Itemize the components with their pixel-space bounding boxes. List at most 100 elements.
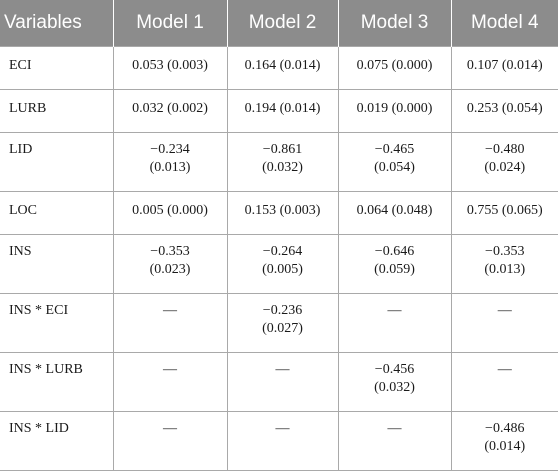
model-1-cell: −0.353 (0.023) <box>112 234 228 294</box>
model-4-cell: 0.107 (0.014) <box>450 46 558 90</box>
standard-error-value: (0.013) <box>484 262 526 277</box>
coefficient-value: 0.005 (0.000) <box>132 203 208 218</box>
standard-error-value: (0.005) <box>262 262 303 277</box>
coefficient-value: −0.353 <box>485 244 525 259</box>
table-header: Variables Model 1 Model 2 Model 3 Model … <box>0 0 558 47</box>
model-3-cell: 0.075 (0.000) <box>337 46 452 90</box>
variable-name: INS <box>0 234 114 294</box>
coefficient-value: 0.164 (0.014) <box>244 58 321 73</box>
empty-dash: — <box>387 303 402 318</box>
variable-name: LID <box>0 132 114 192</box>
model-3-cell: 0.019 (0.000) <box>337 89 452 133</box>
table-row: ECI 0.053 (0.003) 0.164 (0.014) 0.075 (0… <box>0 46 558 90</box>
coefficient-value: −0.486 <box>485 421 525 436</box>
model-2-cell: −0.236 (0.027) <box>226 293 339 353</box>
coefficient-value: −0.456 <box>374 362 415 377</box>
model-1-cell: 0.032 (0.002) <box>112 89 228 133</box>
standard-error-value: (0.054) <box>374 160 415 175</box>
header-row: Variables Model 1 Model 2 Model 3 Model … <box>0 0 558 47</box>
coefficient-value: −0.861 <box>262 142 303 157</box>
model-4-cell: −0.353 (0.013) <box>450 234 558 294</box>
model-1-cell: −0.234 (0.013) <box>112 132 228 192</box>
coefficient-value: 0.064 (0.048) <box>356 203 433 218</box>
header-variables: Variables <box>0 0 113 47</box>
coefficient-value: 0.194 (0.014) <box>244 101 321 116</box>
coefficient-value: −0.480 <box>485 142 525 157</box>
coefficient-value: −0.264 <box>262 244 303 259</box>
empty-dash: — <box>163 303 177 318</box>
model-2-cell: 0.153 (0.003) <box>226 191 339 235</box>
coefficient-value: 0.755 (0.065) <box>466 203 543 218</box>
standard-error-value: (0.027) <box>262 321 303 336</box>
empty-dash: — <box>163 421 177 436</box>
model-1-cell: — <box>112 293 228 353</box>
model-2-cell: −0.861 (0.032) <box>226 132 339 192</box>
model-1-cell: — <box>112 352 228 412</box>
table-body: ECI 0.053 (0.003) 0.164 (0.014) 0.075 (0… <box>0 46 558 471</box>
model-1-cell: 0.053 (0.003) <box>112 46 228 90</box>
coefficient-value: 0.153 (0.003) <box>244 203 321 218</box>
empty-dash: — <box>387 421 402 436</box>
variable-name: INS * ECI <box>0 293 114 353</box>
standard-error-value: (0.013) <box>149 160 191 175</box>
header-model-4: Model 4 <box>450 0 558 47</box>
standard-error-value: (0.032) <box>374 380 415 395</box>
coefficient-value: 0.032 (0.002) <box>132 101 208 116</box>
coefficient-value: 0.253 (0.054) <box>466 101 543 116</box>
table-row: INS −0.353 (0.023) −0.264 (0.005) −0.646 (0… <box>0 234 558 294</box>
table-row: LID −0.234 (0.013) −0.861 (0.032) −0.465 (0… <box>0 132 558 192</box>
coefficient-value: −0.646 <box>374 244 415 259</box>
model-3-cell: −0.646 (0.059) <box>337 234 452 294</box>
model-4-cell: — <box>450 293 558 353</box>
empty-dash: — <box>275 362 290 377</box>
model-3-cell: — <box>337 293 452 353</box>
empty-dash: — <box>497 303 512 318</box>
coefficient-value: −0.234 <box>150 142 190 157</box>
coefficient-value: −0.236 <box>262 303 303 318</box>
empty-dash: — <box>497 362 512 377</box>
model-1-cell: 0.005 (0.000) <box>112 191 228 235</box>
empty-dash: — <box>163 362 177 377</box>
coefficient-value: 0.053 (0.003) <box>132 58 208 73</box>
coefficient-value: −0.353 <box>150 244 190 259</box>
variable-name: LURB <box>0 89 114 133</box>
header-model-2: Model 2 <box>226 0 338 47</box>
table-row: LURB 0.032 (0.002) 0.194 (0.014) 0.019 (… <box>0 89 558 133</box>
model-4-cell: −0.486 (0.014) <box>450 411 558 471</box>
model-1-cell: — <box>112 411 228 471</box>
coefficient-value: 0.075 (0.000) <box>356 58 433 73</box>
standard-error-value: (0.023) <box>149 262 191 277</box>
model-3-cell: 0.064 (0.048) <box>337 191 452 235</box>
header-model-3: Model 3 <box>337 0 451 47</box>
standard-error-value: (0.059) <box>374 262 415 277</box>
header-model-1: Model 1 <box>112 0 227 47</box>
coefficient-value: −0.465 <box>374 142 415 157</box>
model-3-cell: −0.465 (0.054) <box>337 132 452 192</box>
variable-name: LOC <box>0 191 114 235</box>
model-4-cell: 0.253 (0.054) <box>450 89 558 133</box>
coefficient-value: 0.107 (0.014) <box>466 58 543 73</box>
model-2-cell: — <box>226 352 339 412</box>
coefficient-value: 0.019 (0.000) <box>356 101 433 116</box>
model-3-cell: −0.456 (0.032) <box>337 352 452 412</box>
variable-name: ECI <box>0 46 114 90</box>
empty-dash: — <box>275 421 290 436</box>
model-4-cell: 0.755 (0.065) <box>450 191 558 235</box>
model-2-cell: — <box>226 411 339 471</box>
model-2-cell: 0.194 (0.014) <box>226 89 339 133</box>
model-4-cell: — <box>450 352 558 412</box>
table-row: LOC 0.005 (0.000) 0.153 (0.003) 0.064 (0… <box>0 191 558 235</box>
model-4-cell: −0.480 (0.024) <box>450 132 558 192</box>
model-3-cell: — <box>337 411 452 471</box>
table-row: INS * ECI — −0.236 (0.027) — — <box>0 293 558 353</box>
variable-name: INS * LID <box>0 411 114 471</box>
variable-name: INS * LURB <box>0 352 114 412</box>
standard-error-value: (0.014) <box>484 439 526 454</box>
table-row: INS * LID — — — −0.486 (0.014) <box>0 411 558 471</box>
model-2-cell: −0.264 (0.005) <box>226 234 339 294</box>
standard-error-value: (0.024) <box>484 160 526 175</box>
table-row: INS * LURB — — −0.456 (0.032) — <box>0 352 558 412</box>
model-2-cell: 0.164 (0.014) <box>226 46 339 90</box>
standard-error-value: (0.032) <box>262 160 303 175</box>
